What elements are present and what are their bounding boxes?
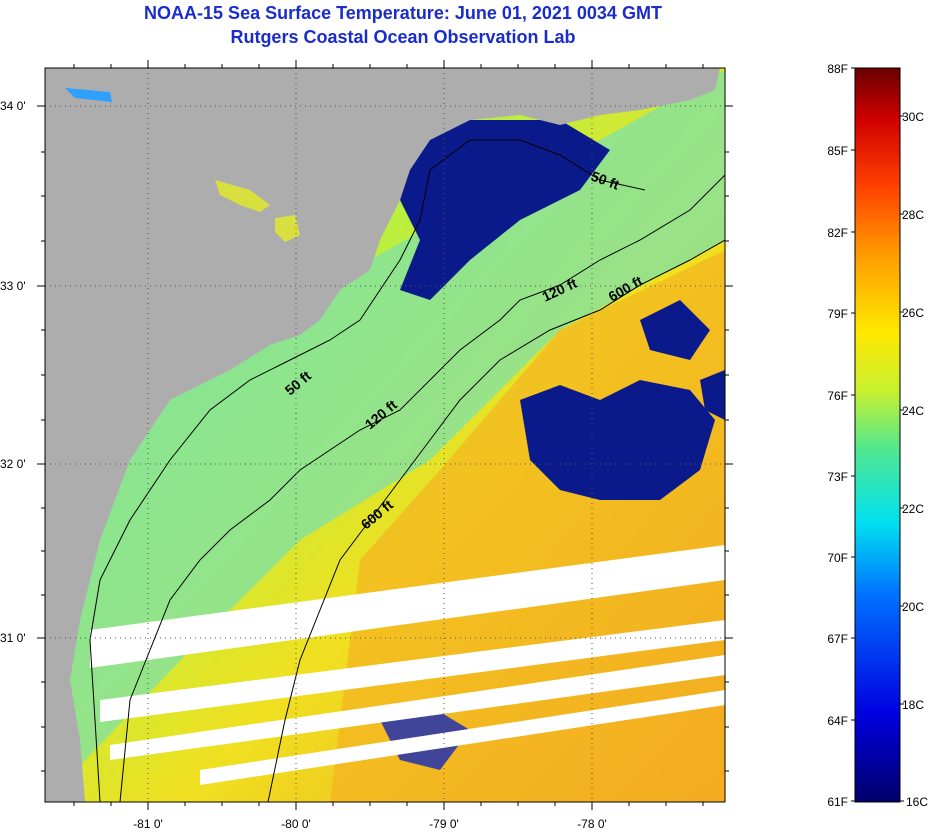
map-panel: 50 ft 50 ft 120 ft 120 ft 600 ft 600 ft [45,68,725,802]
colorbar-scale [854,67,901,803]
lon-label: -79 0' [429,817,459,831]
lat-label: 34 0' [0,99,26,113]
cold-patch [640,300,710,360]
colorbar-c-label: 28C [902,208,924,222]
colorbar-c-label: 30C [902,110,924,124]
colorbar-f-label: 73F [827,470,848,484]
lon-label: -81 0' [133,817,163,831]
missing-data [90,545,725,668]
cold-patch [520,380,715,500]
map-subtitle: Rutgers Coastal Ocean Observation Lab [230,27,576,47]
axis-ticks [37,60,733,810]
inland-water [65,88,112,102]
lat-label: 31 0' [0,631,26,645]
colorbar-c-label: 18C [902,698,924,712]
contour-120ft [119,174,725,802]
lat-label: 32 0' [0,457,26,471]
colorbar-c-label: 26C [902,306,924,320]
colorbar-f-label: 82F [827,226,848,240]
contour-50ft [89,139,646,802]
missing-data [200,690,725,785]
colorbar-f-label: 70F [827,551,848,565]
map-title: NOAA-15 Sea Surface Temperature: June 01… [144,3,662,23]
missing-data [110,655,725,760]
lon-label: -78 0' [577,817,607,831]
gridlines [45,68,725,802]
missing-data [100,620,725,722]
colorbar-f-label: 64F [827,714,848,728]
colorbar-c-label: 20C [902,600,924,614]
colorbar-c-label: 22C [902,502,924,516]
lat-label: 33 0' [0,279,26,293]
colorbar-f-label: 76F [827,389,848,403]
cold-patch [700,370,725,420]
inland-water [275,215,300,242]
lon-label: -80 0' [281,817,311,831]
colorbar-f-label: 79F [827,307,848,321]
inland-water [215,180,270,212]
land-area [45,68,720,802]
colorbar-f-label: 85F [827,144,848,158]
colorbar-c-label: 16C [906,795,928,809]
contour-600ft [267,239,725,802]
cold-patch [400,120,610,300]
colorbar-f-label: 67F [827,632,848,646]
colorbar-f-label: 61F [827,795,848,809]
colorbar-c-label: 24C [902,404,924,418]
map-frame [44,67,726,803]
colorbar-f-label: 88F [827,62,848,76]
colorbar: 88F 85F 82F 79F 76F 73F 70F 67F 64F 61F … [827,62,928,809]
